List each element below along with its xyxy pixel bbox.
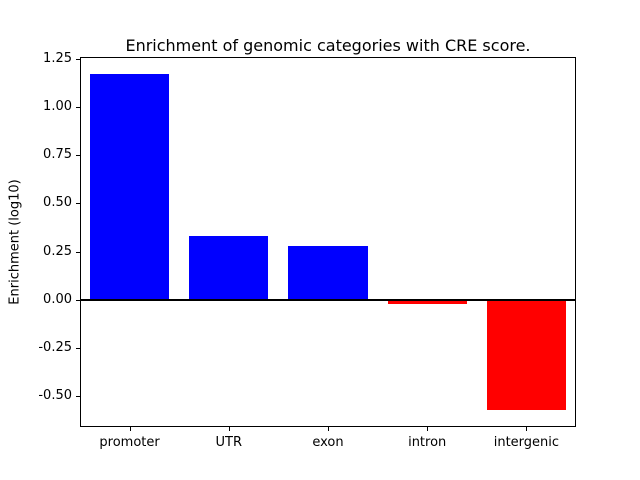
x-tick-mark — [328, 427, 329, 431]
y-tick-label: 1.25 — [43, 50, 72, 66]
y-tick-mark — [76, 396, 80, 398]
bar-intergenic — [486, 299, 567, 410]
x-tick-mark — [228, 427, 230, 431]
y-tick-label: 0.25 — [43, 243, 72, 259]
x-tick-label-intergenic: intergenic — [493, 435, 560, 450]
bar-UTR — [189, 236, 269, 300]
y-tick-label: 0.75 — [43, 147, 72, 163]
y-tick-mark — [76, 107, 80, 109]
bar-promoter — [89, 74, 170, 300]
y-tick-mark — [76, 251, 80, 253]
x-tick-mark — [427, 427, 429, 431]
x-tick-label-exon: exon — [312, 435, 344, 450]
y-tick-label: 0.00 — [43, 291, 72, 307]
y-tick-label: -0.50 — [38, 388, 72, 404]
x-tick-label-UTR: UTR — [215, 435, 243, 450]
y-tick-mark — [76, 203, 80, 205]
y-axis-label: Enrichment (log10) — [7, 179, 23, 305]
y-tick-label: -0.25 — [38, 339, 72, 355]
bar-exon — [288, 245, 368, 300]
x-tick-label-promoter: promoter — [99, 435, 160, 450]
x-tick-mark — [129, 427, 131, 431]
y-tick-label: 0.50 — [43, 195, 72, 211]
x-tick-label-intron: intron — [408, 435, 447, 450]
x-tick-mark — [526, 427, 528, 431]
y-tick-mark — [76, 347, 80, 349]
y-tick-label: 1.00 — [43, 99, 72, 115]
y-tick-mark — [76, 155, 80, 157]
chart-title: Enrichment of genomic categories with CR… — [125, 36, 531, 55]
zero-line — [80, 298, 576, 301]
y-tick-mark — [76, 299, 80, 301]
bar-intron — [387, 299, 467, 304]
y-tick-mark — [76, 58, 80, 60]
